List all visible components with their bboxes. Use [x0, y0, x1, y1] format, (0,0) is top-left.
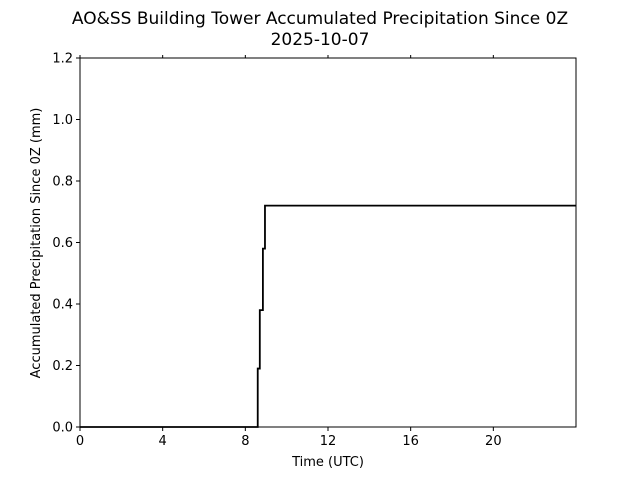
x-axis-label: Time (UTC) — [291, 455, 364, 470]
y-tick-label-6: 1.2 — [52, 52, 73, 67]
x-tick-label-4: 4 — [159, 434, 167, 449]
plot-area: 0 4 8 12 16 20 0.0 0.2 0.4 0.6 0.8 1.0 1.2 — [52, 52, 577, 449]
y-tick-label-2: 0.4 — [52, 298, 73, 313]
y-tick-label-4: 0.8 — [52, 175, 73, 190]
y-tick-label-5: 1.0 — [52, 113, 73, 128]
y-axis-label: Accumulated Precipitation Since 0Z (mm) — [29, 108, 44, 379]
y-tick-label-0: 0.0 — [52, 421, 73, 436]
y-tick-label-1: 0.2 — [52, 359, 73, 374]
chart-subtitle: 2025-10-07 — [271, 30, 370, 50]
series-line-0 — [80, 204, 576, 428]
x-tick-label-12: 12 — [320, 434, 337, 449]
x-tick-label-16: 16 — [402, 434, 419, 449]
plot-frame — [79, 57, 577, 428]
chart-title: AO&SS Building Tower Accumulated Precipi… — [72, 9, 568, 29]
x-tick-label-8: 8 — [241, 434, 249, 449]
x-tick-label-0: 0 — [76, 434, 84, 449]
y-tick-label-3: 0.6 — [52, 236, 73, 251]
x-tick-label-20: 20 — [485, 434, 502, 449]
